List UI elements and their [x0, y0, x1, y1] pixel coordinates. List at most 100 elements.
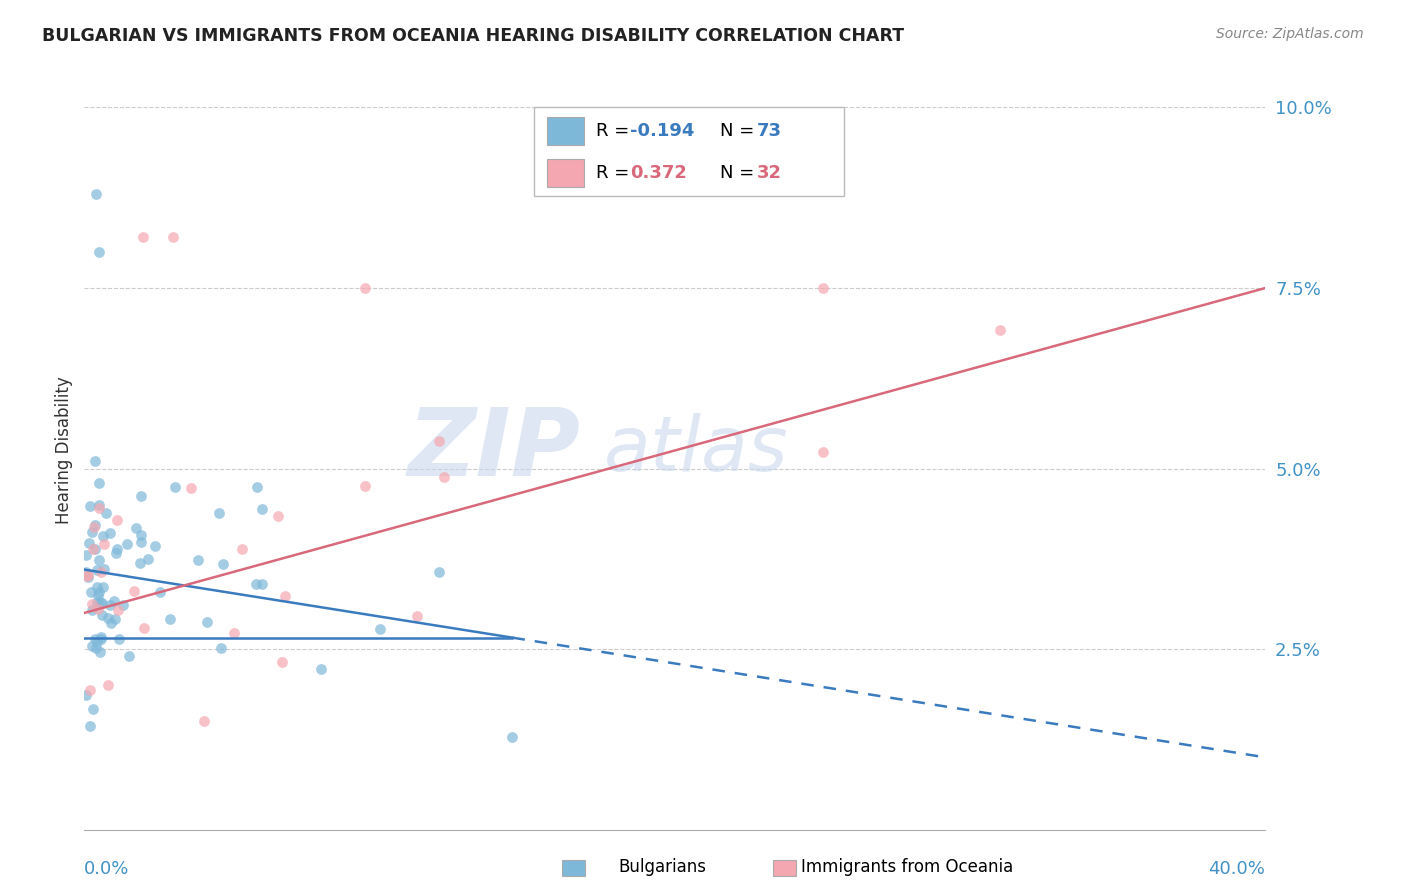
- Point: [105, 513, 128, 527]
- Point: [129, 489, 152, 503]
- Point: [86, 580, 108, 594]
- Point: [86, 594, 108, 608]
- Point: [212, 557, 235, 571]
- Point: [105, 541, 128, 556]
- Point: [117, 537, 139, 551]
- Text: 32: 32: [756, 164, 782, 182]
- Point: [309, 662, 332, 676]
- Point: [501, 731, 523, 745]
- Point: [988, 323, 1011, 337]
- Text: R =: R =: [596, 122, 636, 140]
- Text: 73: 73: [756, 122, 782, 140]
- Point: [87, 588, 110, 602]
- Point: [76, 569, 98, 583]
- Point: [87, 244, 111, 259]
- Point: [87, 501, 110, 516]
- Text: Source: ZipAtlas.com: Source: ZipAtlas.com: [1216, 27, 1364, 41]
- Point: [187, 552, 209, 566]
- Point: [90, 607, 112, 622]
- Point: [811, 445, 834, 459]
- Point: [100, 616, 122, 631]
- Point: [162, 230, 184, 244]
- Point: [245, 577, 267, 591]
- Text: 40.0%: 40.0%: [1209, 860, 1265, 878]
- Text: 0.0%: 0.0%: [84, 860, 129, 878]
- Point: [149, 585, 172, 599]
- Point: [75, 688, 97, 702]
- Point: [80, 602, 103, 616]
- Point: [354, 479, 377, 493]
- Text: atlas: atlas: [605, 414, 789, 487]
- Point: [90, 596, 112, 610]
- Point: [79, 719, 101, 733]
- Point: [208, 506, 231, 520]
- Point: [87, 476, 110, 491]
- Text: -0.194: -0.194: [630, 122, 695, 140]
- FancyBboxPatch shape: [547, 117, 583, 145]
- Point: [427, 434, 450, 448]
- Point: [76, 567, 98, 582]
- Point: [811, 281, 834, 295]
- Point: [197, 615, 219, 629]
- Point: [129, 556, 152, 570]
- Point: [84, 518, 107, 533]
- Point: [250, 502, 273, 516]
- Point: [89, 553, 111, 567]
- Point: [222, 626, 245, 640]
- Point: [90, 631, 112, 645]
- Point: [273, 589, 295, 603]
- Point: [75, 548, 97, 562]
- Point: [129, 535, 152, 549]
- Point: [427, 566, 450, 580]
- Text: BULGARIAN VS IMMIGRANTS FROM OCEANIA HEARING DISABILITY CORRELATION CHART: BULGARIAN VS IMMIGRANTS FROM OCEANIA HEA…: [42, 27, 904, 45]
- Point: [84, 632, 107, 647]
- Point: [271, 656, 294, 670]
- Point: [132, 230, 155, 244]
- Point: [90, 632, 112, 646]
- Point: [87, 498, 110, 512]
- Point: [82, 541, 104, 556]
- Point: [129, 528, 152, 542]
- Point: [89, 594, 111, 608]
- Text: Bulgarians: Bulgarians: [619, 858, 707, 876]
- Point: [231, 542, 253, 557]
- Point: [94, 506, 117, 520]
- Point: [354, 281, 377, 295]
- Point: [193, 714, 215, 729]
- Point: [132, 621, 155, 635]
- FancyBboxPatch shape: [547, 159, 583, 187]
- Point: [118, 648, 141, 663]
- Point: [97, 678, 120, 692]
- Point: [84, 453, 107, 467]
- Point: [80, 639, 103, 653]
- Point: [97, 611, 120, 625]
- Point: [122, 583, 145, 598]
- Text: N =: N =: [720, 164, 759, 182]
- Point: [87, 585, 110, 599]
- Point: [246, 480, 269, 494]
- Point: [433, 470, 456, 484]
- Point: [91, 580, 114, 594]
- Point: [93, 562, 115, 576]
- Point: [104, 611, 127, 625]
- Text: ZIP: ZIP: [408, 404, 581, 497]
- Point: [83, 542, 105, 557]
- Point: [93, 537, 115, 551]
- Point: [406, 609, 429, 624]
- Point: [79, 499, 101, 513]
- Point: [111, 599, 134, 613]
- Point: [84, 640, 107, 655]
- Point: [159, 612, 181, 626]
- Point: [368, 622, 391, 636]
- Point: [86, 563, 108, 577]
- Point: [107, 602, 129, 616]
- Point: [87, 602, 110, 616]
- Point: [103, 594, 125, 608]
- Point: [266, 508, 288, 523]
- Point: [91, 529, 114, 543]
- Point: [108, 632, 131, 646]
- Point: [80, 597, 103, 611]
- Point: [100, 599, 122, 613]
- Text: N =: N =: [720, 122, 759, 140]
- Point: [86, 635, 108, 649]
